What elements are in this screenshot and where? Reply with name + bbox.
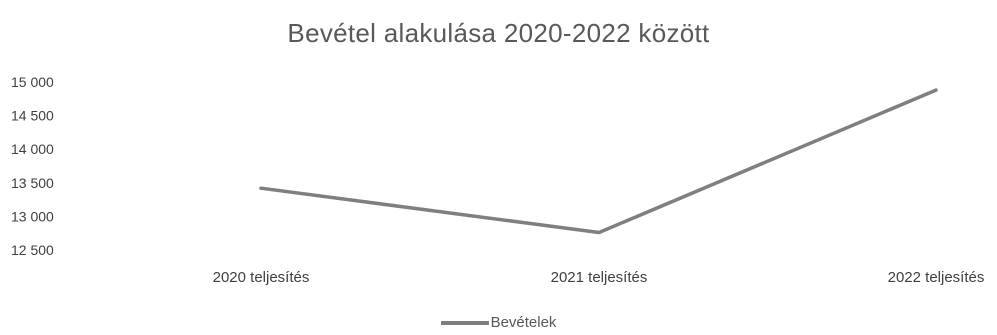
y-tick-label: 13 000 (11, 208, 54, 224)
y-tick-label: 14 500 (11, 108, 54, 124)
x-tick-label: 2021 teljesítés (551, 269, 648, 286)
series-lines (259, 88, 938, 235)
y-tick-label: 12 500 (11, 242, 54, 258)
y-tick-label: 14 000 (11, 141, 54, 157)
legend-label: Bevételek (490, 314, 557, 331)
x-tick-label: 2020 teljesítés (213, 269, 310, 286)
x-axis-ticks: 2020 teljesítés 2021 teljesítés 2022 telje… (213, 269, 985, 286)
series-line (259, 88, 938, 235)
x-tick-label: 2022 teljesítés (888, 269, 985, 286)
legend-swatch (440, 321, 489, 326)
legend: Bevételek (0, 314, 997, 331)
chart-title: Bevétel alakulása 2020-2022 között (287, 18, 710, 48)
y-axis-ticks: 12 500 13 000 13 500 14 000 14 500 15 000 (11, 74, 54, 258)
y-tick-label: 13 500 (11, 175, 54, 191)
y-tick-label: 15 000 (11, 74, 54, 90)
